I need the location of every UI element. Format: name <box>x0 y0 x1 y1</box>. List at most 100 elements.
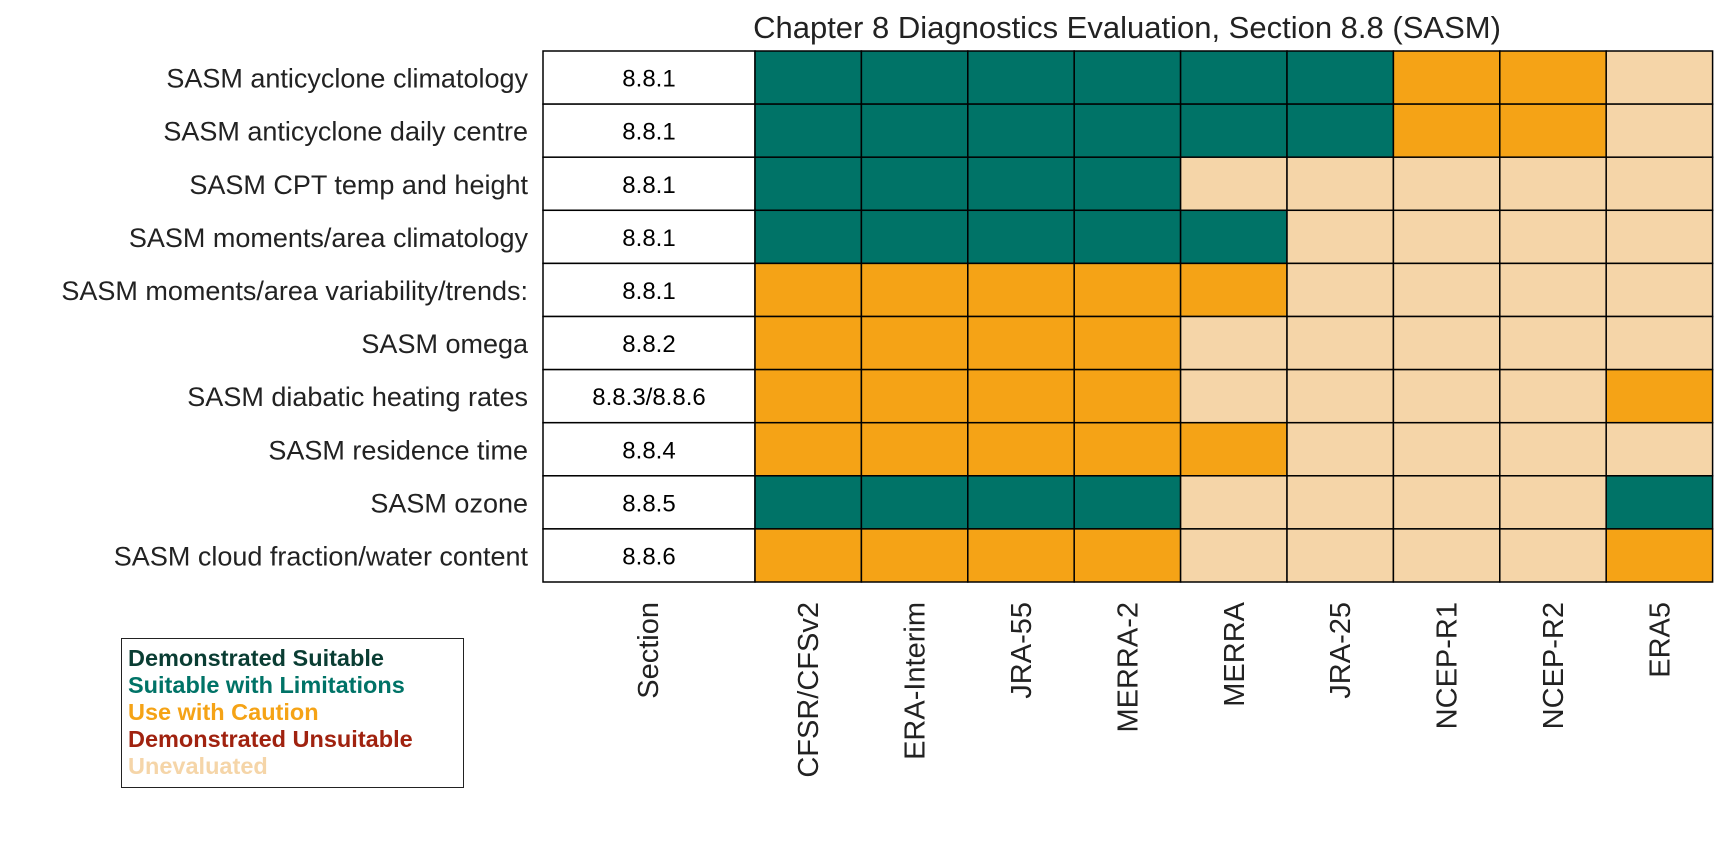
rating-cell <box>1073 368 1182 424</box>
rating-cell <box>1392 103 1501 158</box>
legend-entry: Unevaluated <box>128 753 268 779</box>
section-number: 8.8.2 <box>622 331 675 358</box>
row-label: SASM moments/area climatology <box>129 223 529 253</box>
rating-cell <box>754 103 863 158</box>
rating-cell <box>967 156 1075 212</box>
rating-cell <box>1179 421 1288 477</box>
rating-cell <box>1605 156 1714 212</box>
row-labels: SASM anticyclone climatology SASM anticyc… <box>61 64 529 572</box>
rating-cell <box>754 209 863 265</box>
rating-cell <box>1286 50 1395 105</box>
rating-cell <box>1073 103 1182 158</box>
section-cell <box>542 421 756 477</box>
legend-entry: Suitable with Limitations <box>128 672 405 698</box>
rating-cell <box>754 421 863 477</box>
rating-cell <box>754 475 863 530</box>
section-number: 8.8.5 <box>622 490 675 517</box>
rating-cell <box>1499 209 1607 265</box>
rating-cell <box>1073 528 1182 583</box>
section-number: 8.8.1 <box>622 119 675 146</box>
legend-entry: Demonstrated Suitable <box>128 645 384 671</box>
rating-cell <box>967 315 1075 371</box>
rating-cell <box>1286 262 1395 318</box>
rating-cell <box>1286 368 1395 424</box>
rating-cell <box>860 475 969 530</box>
column-labels: Section CFSR/CFSv2 ERA-Interim JRA-55 MERRA-… <box>633 601 1676 777</box>
rating-cell <box>1499 528 1607 583</box>
rating-cell <box>1392 421 1501 477</box>
column-label: MERRA <box>1219 601 1251 706</box>
section-number: 8.8.1 <box>622 172 675 199</box>
section-column: 8.8.1 8.8.1 8.8.1 8.8.1 8.8.1 8.8.2 8.8.3/8.8.… <box>542 50 756 583</box>
rating-cell <box>1499 475 1607 530</box>
column-label: NCEP-R1 <box>1432 602 1464 729</box>
rating-cell <box>860 209 969 265</box>
rating-cell <box>860 368 969 424</box>
rating-cell <box>1179 528 1288 583</box>
column-label: ERA-Interim <box>900 602 932 760</box>
column-label: ERA5 <box>1644 602 1676 678</box>
column-label: NCEP-R2 <box>1538 602 1570 729</box>
section-number: 8.8.3/8.8.6 <box>592 384 705 411</box>
rating-cell <box>1179 156 1288 212</box>
row-label: SASM anticyclone daily centre <box>163 117 528 147</box>
rating-cell <box>1179 475 1288 530</box>
row-label: SASM diabatic heating rates <box>187 382 528 412</box>
rating-cell <box>1499 421 1607 477</box>
row-label: SASM residence time <box>268 435 528 465</box>
rating-cell <box>1392 156 1501 212</box>
rating-cell <box>860 528 969 583</box>
rating-cell <box>860 421 969 477</box>
column-label: JRA-25 <box>1325 602 1357 699</box>
rating-cell <box>860 103 969 158</box>
rating-cell <box>1179 368 1288 424</box>
rating-cell <box>1605 262 1714 318</box>
rating-cell <box>1499 156 1607 212</box>
rating-cell <box>754 368 863 424</box>
section-number: 8.8.6 <box>622 543 675 570</box>
section-cell <box>542 315 756 371</box>
rating-cell <box>1605 421 1714 477</box>
rating-cell <box>1179 315 1288 371</box>
rating-grid <box>754 50 1714 583</box>
row-label: SASM anticyclone climatology <box>166 64 528 94</box>
rating-cell <box>1605 315 1714 371</box>
rating-cell <box>1073 475 1182 530</box>
rating-cell <box>1499 315 1607 371</box>
rating-cell <box>967 475 1075 530</box>
section-number: 8.8.4 <box>622 437 675 464</box>
section-cell <box>542 262 756 318</box>
rating-cell <box>1073 209 1182 265</box>
section-header: Section <box>633 602 665 699</box>
rating-cell <box>754 50 863 105</box>
rating-cell <box>1605 528 1714 583</box>
rating-cell <box>754 156 863 212</box>
rating-cell <box>1073 421 1182 477</box>
rating-cell <box>1392 209 1501 265</box>
rating-cell <box>1286 421 1395 477</box>
rating-cell <box>1499 50 1607 105</box>
rating-cell <box>754 528 863 583</box>
rating-cell <box>1073 156 1182 212</box>
rating-cell <box>1286 475 1395 530</box>
row-label: SASM ozone <box>370 488 528 518</box>
column-label: MERRA-2 <box>1112 602 1144 733</box>
rating-cell <box>1605 103 1714 158</box>
section-cell <box>542 103 756 158</box>
rating-cell <box>1392 315 1501 371</box>
rating-cell <box>1286 209 1395 265</box>
rating-cell <box>754 262 863 318</box>
rating-cell <box>967 262 1075 318</box>
column-label: JRA-55 <box>1006 602 1038 699</box>
rating-cell <box>1073 315 1182 371</box>
rating-cell <box>1605 475 1714 530</box>
rating-cell <box>1499 368 1607 424</box>
section-cell <box>542 475 756 530</box>
section-number: 8.8.1 <box>622 225 675 252</box>
rating-cell <box>860 50 969 105</box>
rating-cell <box>1392 50 1501 105</box>
rating-cell <box>1499 262 1607 318</box>
row-label: SASM moments/area variability/trends: <box>61 276 528 306</box>
column-label: CFSR/CFSv2 <box>793 602 825 778</box>
section-cell <box>542 528 756 583</box>
